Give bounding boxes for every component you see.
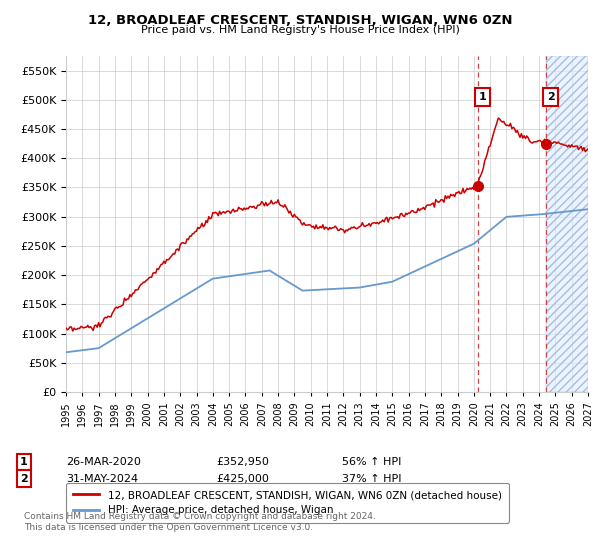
Bar xyxy=(546,56,588,392)
Text: £352,950: £352,950 xyxy=(216,457,269,467)
Bar xyxy=(546,56,588,392)
Text: £425,000: £425,000 xyxy=(216,474,269,484)
Text: Price paid vs. HM Land Registry's House Price Index (HPI): Price paid vs. HM Land Registry's House … xyxy=(140,25,460,35)
Text: 31-MAY-2024: 31-MAY-2024 xyxy=(66,474,138,484)
Text: Contains HM Land Registry data © Crown copyright and database right 2024.
This d: Contains HM Land Registry data © Crown c… xyxy=(24,512,376,532)
Text: 2: 2 xyxy=(547,92,554,102)
Text: 26-MAR-2020: 26-MAR-2020 xyxy=(66,457,141,467)
Text: 56% ↑ HPI: 56% ↑ HPI xyxy=(342,457,401,467)
Text: 1: 1 xyxy=(479,92,487,102)
Legend: 12, BROADLEAF CRESCENT, STANDISH, WIGAN, WN6 0ZN (detached house), HPI: Average : 12, BROADLEAF CRESCENT, STANDISH, WIGAN,… xyxy=(66,483,509,522)
Text: 12, BROADLEAF CRESCENT, STANDISH, WIGAN, WN6 0ZN: 12, BROADLEAF CRESCENT, STANDISH, WIGAN,… xyxy=(88,14,512,27)
Text: 37% ↑ HPI: 37% ↑ HPI xyxy=(342,474,401,484)
Text: 2: 2 xyxy=(20,474,28,484)
Text: 1: 1 xyxy=(20,457,28,467)
